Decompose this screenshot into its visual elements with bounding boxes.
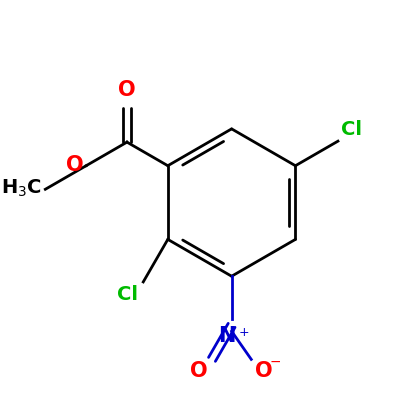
Text: N: N: [218, 326, 235, 346]
Text: O: O: [190, 361, 208, 381]
Text: Cl: Cl: [117, 285, 138, 304]
Text: O: O: [118, 80, 136, 100]
Text: $^+$: $^+$: [236, 326, 250, 344]
Text: $^-$: $^-$: [267, 358, 282, 376]
Text: H$_3$C: H$_3$C: [2, 178, 42, 199]
Text: O: O: [66, 155, 83, 175]
Text: Cl: Cl: [341, 120, 362, 139]
Text: O: O: [255, 361, 273, 381]
